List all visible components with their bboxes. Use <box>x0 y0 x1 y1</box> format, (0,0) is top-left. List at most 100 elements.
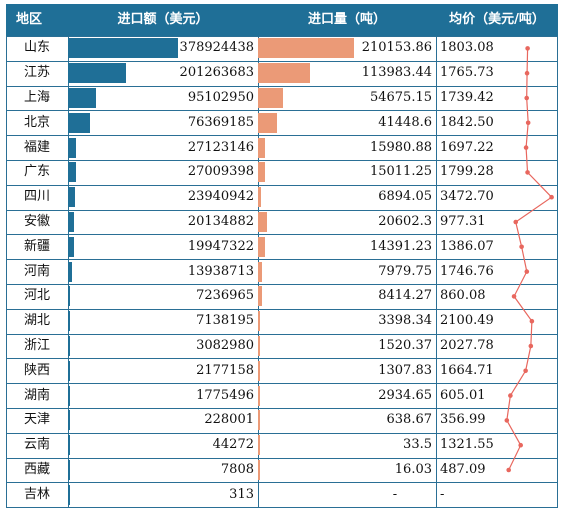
region-cell: 云南 <box>23 437 50 453</box>
price-cell: 1321.55 <box>440 437 494 453</box>
amount-cell: 7236965 <box>196 288 254 304</box>
quantity-bar <box>258 137 266 158</box>
price-point <box>524 95 529 101</box>
price-cell: 1746.76 <box>440 263 494 279</box>
quantity-bar <box>258 187 262 208</box>
price-point <box>525 46 530 51</box>
region-cell: 吉林 <box>23 486 50 502</box>
amount-bar <box>68 63 127 84</box>
price-point <box>525 170 530 175</box>
quantity-bar <box>258 112 277 133</box>
row-divider <box>6 507 558 509</box>
row-divider <box>6 60 558 62</box>
quantity-bar <box>258 385 260 406</box>
price-cell: 1799.28 <box>440 164 494 180</box>
region-cell: 广东 <box>23 164 50 180</box>
quantity-bar <box>258 38 354 59</box>
quantity-cell: 2934.65 <box>378 387 432 403</box>
quantity-cell: 6894.05 <box>378 189 432 205</box>
import-data-table: 地区 进口额（美元） 进口量（吨） 均价（美元/吨） 山东 378924438 21… <box>6 4 558 509</box>
amount-cell: 19947322 <box>187 238 254 254</box>
price-point <box>504 418 510 423</box>
quantity-bar <box>258 63 311 84</box>
price-point <box>528 343 534 349</box>
price-point <box>511 294 517 299</box>
quantity-bar <box>258 212 268 232</box>
amount-cell: 20134882 <box>187 214 254 229</box>
quantity-cell: 54675.15 <box>369 90 432 105</box>
quantity-bar <box>258 162 265 183</box>
price-cell: 1765.73 <box>440 65 494 81</box>
row-divider <box>6 432 558 434</box>
quantity-cell: 15980.88 <box>369 139 432 155</box>
row-divider <box>6 284 558 285</box>
amount-cell: 76369185 <box>187 114 254 130</box>
amount-bar <box>68 311 71 332</box>
row-divider <box>6 85 558 87</box>
amount-cell: 201263683 <box>179 65 254 81</box>
column-divider <box>436 36 437 507</box>
amount-cell: 13938713 <box>187 263 254 279</box>
amount-bar <box>68 435 70 456</box>
price-cell: 2100.49 <box>440 313 494 329</box>
quantity-cell: 41448.6 <box>378 114 432 130</box>
region-cell: 河北 <box>23 288 50 304</box>
row-divider <box>6 135 558 137</box>
amount-bar <box>68 162 76 183</box>
header-price: 均价（美元/吨） <box>436 4 558 36</box>
row-divider <box>6 209 558 211</box>
row-divider <box>6 184 558 186</box>
row-divider <box>6 383 558 385</box>
price-cell: 1697.22 <box>440 139 494 155</box>
quantity-cell: 8414.27 <box>378 288 432 304</box>
amount-bar <box>68 336 70 356</box>
quantity-cell: 14391.23 <box>369 238 432 254</box>
region-cell: 湖南 <box>23 387 50 403</box>
region-cell: 北京 <box>23 114 50 130</box>
price-point <box>513 219 519 225</box>
quantity-bar <box>258 311 260 332</box>
header-amount: 进口额（美元） <box>68 4 258 36</box>
price-cell: 487.09 <box>440 462 486 477</box>
price-cell: 1664.71 <box>440 362 494 378</box>
quantity-bar <box>258 410 260 431</box>
price-line <box>506 48 553 471</box>
row-divider <box>6 160 558 161</box>
amount-bar <box>68 112 91 133</box>
amount-bar <box>68 38 178 59</box>
price-point <box>529 318 535 324</box>
quantity-cell: 210153.86 <box>361 40 432 56</box>
quantity-cell: 638.67 <box>386 412 433 428</box>
region-cell: 西藏 <box>23 462 50 477</box>
row-divider <box>6 482 558 484</box>
amount-cell: 2177158 <box>196 362 254 378</box>
price-point <box>523 145 529 150</box>
region-cell: 安徽 <box>23 214 50 229</box>
amount-bar <box>68 137 76 158</box>
amount-bar <box>68 410 70 431</box>
amount-cell: 27123146 <box>187 139 254 155</box>
header-region: 地区 <box>6 4 68 36</box>
row-divider <box>6 333 558 335</box>
header-quantity: 进口量（吨） <box>258 4 436 36</box>
amount-bar <box>68 360 70 381</box>
amount-cell: 228001 <box>204 412 254 428</box>
price-cell: 1842.50 <box>440 114 494 130</box>
amount-cell: 7808 <box>220 462 254 477</box>
amount-cell: 378924438 <box>179 40 254 56</box>
region-cell: 江苏 <box>23 65 50 81</box>
price-cell: 977.31 <box>440 214 486 229</box>
row-divider <box>6 358 558 360</box>
price-cell: 1386.07 <box>440 238 494 254</box>
region-cell: 湖北 <box>23 313 50 329</box>
quantity-cell: - <box>392 486 398 502</box>
price-cell: - <box>440 486 445 502</box>
price-cell: 860.08 <box>440 288 486 304</box>
quantity-cell: 1307.83 <box>378 362 432 378</box>
quantity-cell: 1520.37 <box>378 338 432 353</box>
price-point <box>525 120 531 126</box>
amount-bar <box>68 88 96 108</box>
amount-bar <box>68 286 71 307</box>
region-cell: 新疆 <box>23 238 50 254</box>
region-cell: 河南 <box>23 263 50 279</box>
